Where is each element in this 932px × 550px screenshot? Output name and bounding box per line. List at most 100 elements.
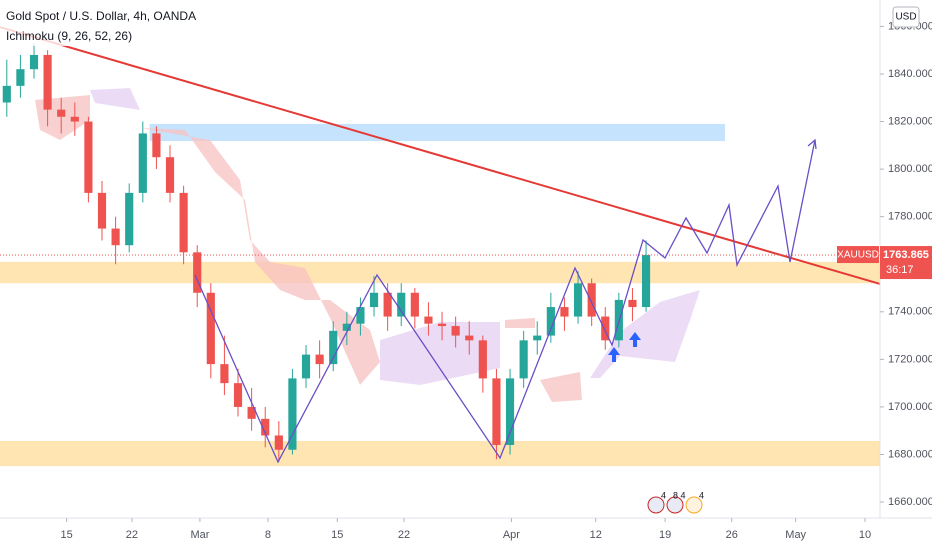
candle-body <box>492 378 501 445</box>
y-tick-label: 1680.000 <box>888 448 932 460</box>
currency-button[interactable] <box>892 6 920 28</box>
y-tick-label: 1740.000 <box>888 306 932 318</box>
x-tick-label: 8 <box>265 529 271 541</box>
candle-body <box>274 435 283 450</box>
candle-body <box>437 323 447 327</box>
y-tick-label: 1820.000 <box>888 115 932 127</box>
event-count: 4 <box>699 490 704 500</box>
candle-body <box>125 192 134 246</box>
x-tick-label: 15 <box>61 529 73 541</box>
candle-body <box>560 307 569 317</box>
zone <box>0 440 880 467</box>
candle-body <box>84 121 93 193</box>
candle-body <box>247 406 256 419</box>
candle-body <box>111 228 120 246</box>
candle-body <box>478 340 487 379</box>
candle-body <box>424 316 433 324</box>
candle-body <box>315 354 324 365</box>
countdown-label: 36:17 <box>886 264 914 276</box>
y-tick-label: 1660.000 <box>888 496 932 508</box>
candle-body <box>301 354 311 379</box>
candle-body <box>329 330 338 365</box>
events: 4 8 4 4 <box>647 490 704 514</box>
candle-body <box>179 192 188 253</box>
chart-title: Gold Spot / U.S. Dollar, 4h, OANDA <box>6 9 196 23</box>
arrow-up <box>629 332 641 347</box>
event-icon <box>685 496 703 514</box>
candle-body <box>16 69 25 86</box>
legend-bg <box>0 4 300 46</box>
candle-body <box>193 252 202 293</box>
candle-body <box>57 109 66 117</box>
event-count: 4 <box>661 490 666 500</box>
cloud <box>505 318 535 328</box>
arrow-up <box>608 347 620 362</box>
candle-body <box>397 292 406 317</box>
candle-body <box>505 378 515 445</box>
symbol-tag <box>837 246 879 264</box>
price-tag: XAUUSD 1763.865 36:17 <box>837 246 932 280</box>
zone <box>149 123 725 142</box>
candle-body <box>233 383 243 407</box>
projection-path <box>194 139 816 464</box>
cloud <box>140 128 380 385</box>
candle-body <box>628 299 637 308</box>
candle-body <box>641 255 651 308</box>
y-tick-label: 1800.000 <box>888 163 932 175</box>
cloud <box>540 372 582 402</box>
y-tick-label: 1840.000 <box>888 68 932 80</box>
candle-body <box>261 418 270 436</box>
candles <box>2 43 651 462</box>
projection-arrowhead <box>807 138 817 150</box>
candle-body <box>342 323 351 331</box>
candle-body <box>165 157 175 193</box>
symbol-label: XAUUSD <box>837 250 879 261</box>
candle-body <box>601 316 610 341</box>
price-tag-box <box>880 246 932 280</box>
candle-body <box>29 54 39 70</box>
candle-body <box>356 307 365 324</box>
candle-body <box>410 292 419 317</box>
candle-body <box>587 283 596 317</box>
candle-body <box>573 283 583 317</box>
x-tick-label: Apr <box>503 529 520 541</box>
candle-body <box>465 335 474 341</box>
candle-body <box>383 292 392 317</box>
candle-body <box>288 378 297 450</box>
x-tick-label: 22 <box>126 529 138 541</box>
indicator-label: Ichimoku (9, 26, 52, 26) <box>6 29 132 43</box>
candle-body <box>546 307 555 336</box>
candle-body <box>43 54 52 110</box>
candle-body <box>2 85 11 103</box>
candle-body <box>451 326 460 336</box>
zones <box>0 123 880 467</box>
currency-label[interactable]: USD <box>895 12 916 23</box>
candle-body <box>206 292 215 365</box>
x-tick-label: 15 <box>331 529 343 541</box>
candle-body <box>369 292 379 308</box>
x-tick-label: May <box>785 529 806 541</box>
y-tick-label: 1720.000 <box>888 353 932 365</box>
event-count: 8 4 <box>673 490 686 500</box>
x-tick-label: 19 <box>659 529 671 541</box>
candle-body <box>152 133 161 158</box>
zone <box>0 261 880 284</box>
x-tick-label: 22 <box>398 529 410 541</box>
x-tick-label: 10 <box>859 529 871 541</box>
cloud <box>90 88 140 110</box>
event-icon <box>647 496 665 514</box>
candle-body <box>97 192 107 229</box>
candle-body <box>220 364 229 384</box>
time-axis <box>0 518 932 550</box>
y-tick-label: 1700.000 <box>888 401 932 413</box>
last-price-label: 1763.865 <box>883 249 929 261</box>
candle-body <box>533 335 542 341</box>
x-tick-label: Mar <box>190 529 209 541</box>
candle-body <box>70 116 79 122</box>
candle-body <box>519 340 528 379</box>
x-tick-label: 12 <box>590 529 602 541</box>
x-tick-label: 26 <box>726 529 738 541</box>
candle-body <box>138 133 147 193</box>
event-icon <box>666 496 684 514</box>
